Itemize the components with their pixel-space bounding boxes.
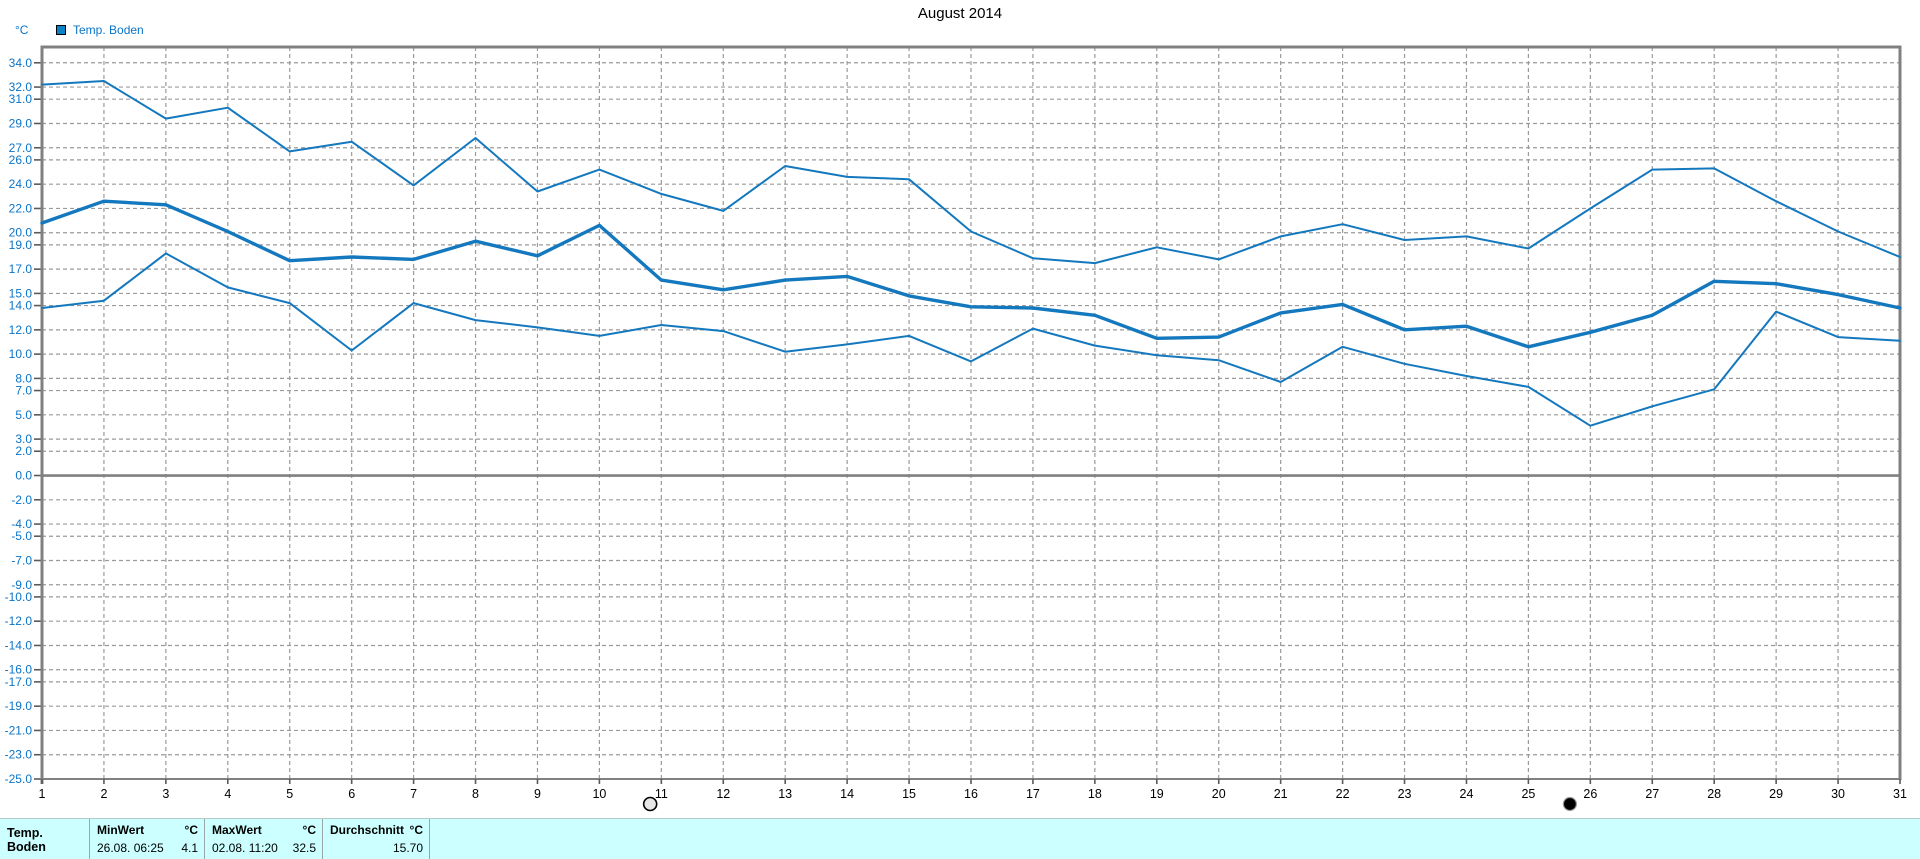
y-tick-label: 31.0 <box>9 92 33 106</box>
x-tick-label: 18 <box>1088 787 1102 801</box>
x-tick-label: 17 <box>1026 787 1040 801</box>
y-tick-label: 17.0 <box>9 262 33 276</box>
y-tick-label: 10.0 <box>9 347 33 361</box>
summary-minwert-unit: °C <box>184 823 198 837</box>
y-tick-label: -7.0 <box>11 553 32 567</box>
y-tick-label: 19.0 <box>9 238 33 252</box>
x-tick-label: 26 <box>1583 787 1597 801</box>
y-tick-label: 0.0 <box>15 469 32 483</box>
y-tick-label: 22.0 <box>9 201 33 215</box>
x-tick-label: 23 <box>1398 787 1412 801</box>
summary-filler <box>429 819 1920 859</box>
y-tick-label: 7.0 <box>15 384 32 398</box>
x-tick-label: 27 <box>1645 787 1659 801</box>
y-tick-label: 27.0 <box>9 141 33 155</box>
y-tick-label: 15.0 <box>9 286 33 300</box>
x-tick-label: 2 <box>100 787 107 801</box>
x-tick-label: 4 <box>224 787 231 801</box>
summary-durchschnitt-unit: °C <box>409 823 423 837</box>
y-tick-label: -21.0 <box>5 723 33 737</box>
x-tick-label: 16 <box>964 787 978 801</box>
x-tick-label: 14 <box>840 787 854 801</box>
daily-mean-line <box>40 199 1902 349</box>
summary-maxwert-value: 32.5 <box>292 841 316 855</box>
y-axis-unit-label: °C <box>15 23 29 37</box>
new-moon-marker <box>1562 796 1577 812</box>
x-tick-label: 6 <box>348 787 355 801</box>
y-tick-label: 14.0 <box>9 299 33 313</box>
x-tick-label: 15 <box>902 787 916 801</box>
y-tick-label: -23.0 <box>5 748 33 762</box>
summary-durchschnitt-header: Durchschnitt <box>330 823 405 837</box>
x-tick-label: 13 <box>778 787 792 801</box>
x-tick-label: 10 <box>592 787 606 801</box>
y-tick-label: 29.0 <box>9 116 33 130</box>
summary-col-durchschnitt: Durchschnitt °C 15.70 <box>322 819 429 859</box>
legend-swatch-icon <box>56 25 66 35</box>
summary-minwert-value: 4.1 <box>181 841 198 855</box>
y-tick-label: 24.0 <box>9 177 33 191</box>
temperature-chart: 34.032.031.029.027.026.024.022.020.019.0… <box>5 45 1907 812</box>
x-tick-label: 8 <box>472 787 479 801</box>
summary-maxwert-unit: °C <box>302 823 316 837</box>
x-tick-label: 25 <box>1521 787 1535 801</box>
y-tick-label: 26.0 <box>9 153 33 167</box>
summary-row-label: Temp. Boden <box>7 826 46 854</box>
x-tick-label: 3 <box>162 787 169 801</box>
summary-maxwert-datetime: 02.08. 11:20 <box>212 841 278 855</box>
y-tick-label: 20.0 <box>9 226 33 240</box>
x-tick-label: 12 <box>716 787 730 801</box>
y-tick-label: 2.0 <box>15 444 32 458</box>
summary-minwert-datetime: 26.08. 06:25 <box>97 841 164 855</box>
full-moon-marker <box>642 796 658 812</box>
y-tick-label: -25.0 <box>5 772 33 786</box>
y-tick-label: 3.0 <box>15 432 32 446</box>
y-tick-label: -12.0 <box>5 614 33 628</box>
y-tick-label: 5.0 <box>15 408 32 422</box>
x-tick-label: 31 <box>1893 787 1907 801</box>
x-tick-label: 20 <box>1212 787 1226 801</box>
summary-col-minwert: MinWert °C 26.08. 06:25 4.1 <box>89 819 204 859</box>
summary-durchschnitt-value: 15.70 <box>392 841 423 855</box>
y-tick-label: -5.0 <box>11 529 32 543</box>
x-tick-label: 29 <box>1769 787 1783 801</box>
summary-maxwert-header: MaxWert <box>212 823 262 837</box>
y-tick-label: -14.0 <box>5 638 33 652</box>
y-tick-label: 12.0 <box>9 323 33 337</box>
x-tick-label: 19 <box>1150 787 1164 801</box>
x-tick-label: 9 <box>534 787 541 801</box>
summary-minwert-header: MinWert <box>97 823 145 837</box>
legend-label: Temp. Boden <box>73 23 144 37</box>
y-tick-label: -4.0 <box>11 517 32 531</box>
x-tick-label: 28 <box>1707 787 1721 801</box>
summary-col-maxwert: MaxWert °C 02.08. 11:20 32.5 <box>204 819 322 859</box>
y-tick-label: -17.0 <box>5 675 33 689</box>
chart-title: August 2014 <box>917 5 1003 22</box>
y-tick-label: -9.0 <box>11 578 32 592</box>
x-tick-label: 21 <box>1274 787 1288 801</box>
x-tick-label: 5 <box>286 787 293 801</box>
y-tick-label: -16.0 <box>5 663 33 677</box>
y-tick-label: -10.0 <box>5 590 33 604</box>
y-tick-label: 32.0 <box>9 80 33 94</box>
x-tick-label: 22 <box>1336 787 1350 801</box>
y-tick-label: -19.0 <box>5 699 33 713</box>
daily-min-line <box>41 252 1901 427</box>
y-tick-label: 8.0 <box>15 371 32 385</box>
x-tick-label: 11 <box>655 787 668 801</box>
chart-legend: Temp. Boden <box>56 23 144 37</box>
y-tick-label: -2.0 <box>11 493 32 507</box>
y-tick-label: 34.0 <box>9 56 33 70</box>
x-tick-label: 24 <box>1460 787 1474 801</box>
x-tick-label: 30 <box>1831 787 1845 801</box>
daily-max-line <box>41 80 1901 265</box>
x-tick-label: 1 <box>39 787 46 801</box>
x-tick-label: 7 <box>410 787 417 801</box>
summary-table: Temp. Boden MinWert °C 26.08. 06:25 4.1 … <box>0 818 1920 859</box>
